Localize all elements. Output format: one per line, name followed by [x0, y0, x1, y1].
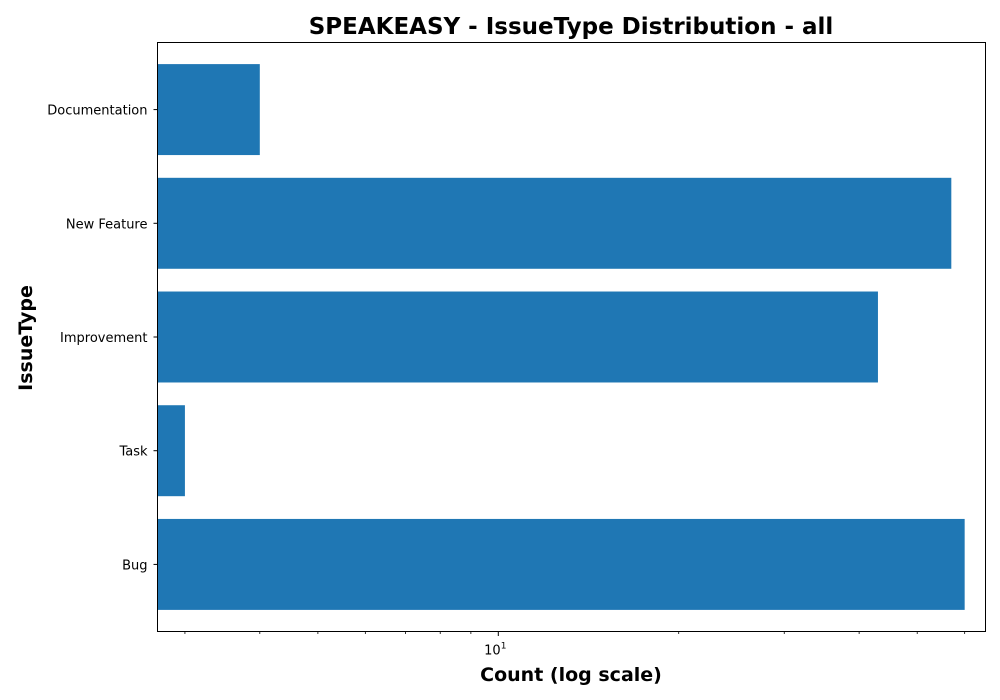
- bar-bug: [157, 518, 965, 610]
- y-tick-label: Task: [118, 445, 148, 460]
- bar-task: [157, 405, 185, 497]
- x-tick-label-exponent: 1: [501, 642, 507, 652]
- y-tick-label: Bug: [122, 558, 147, 573]
- y-tick-label: Improvement: [60, 331, 147, 346]
- y-tick-label: Documentation: [47, 104, 147, 119]
- x-tick-label: 101: [484, 642, 506, 659]
- plot-frame: [157, 42, 986, 632]
- x-ticks-group: 101: [184, 631, 966, 659]
- y-ticks-group: Bug Task Improvement New Feature Documentati…: [47, 104, 158, 573]
- bar-documentation: [157, 64, 260, 156]
- x-tick-label-base: 10: [484, 644, 501, 659]
- y-axis-label: IssueType: [15, 285, 37, 391]
- chart-title: SPEAKEASY - IssueType Distribution - all: [309, 14, 834, 40]
- y-tick-label: New Feature: [66, 217, 148, 232]
- bars-group: [157, 64, 965, 610]
- bar-new-feature: [157, 177, 952, 269]
- bar-improvement: [157, 291, 878, 383]
- x-axis-label: Count (log scale): [480, 664, 662, 686]
